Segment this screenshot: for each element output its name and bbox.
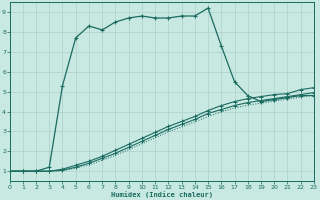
X-axis label: Humidex (Indice chaleur): Humidex (Indice chaleur) xyxy=(111,191,213,198)
